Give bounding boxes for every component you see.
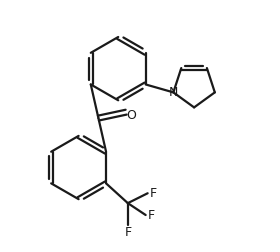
Text: F: F	[124, 226, 131, 239]
Text: O: O	[126, 109, 136, 122]
Text: F: F	[150, 187, 157, 200]
Text: F: F	[148, 208, 155, 222]
Text: N: N	[169, 86, 178, 99]
